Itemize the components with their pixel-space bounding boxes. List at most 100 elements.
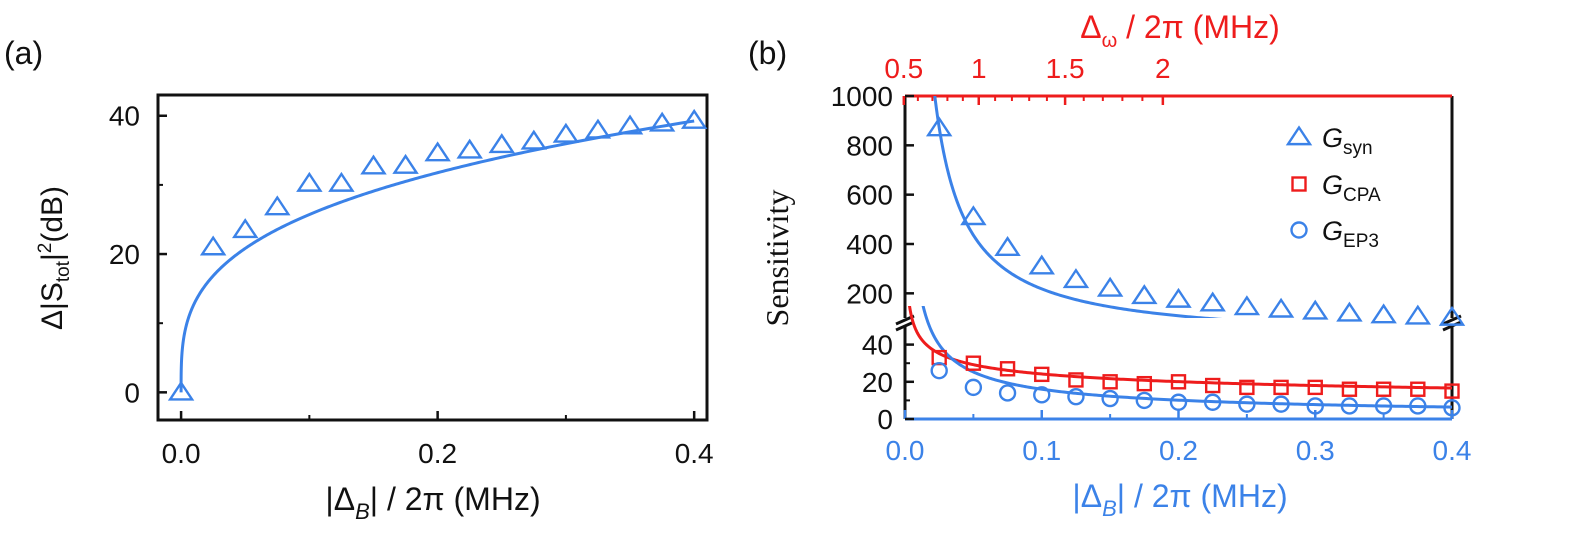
panel-b-xlabel: |ΔB| / 2π (MHz) [1072, 478, 1287, 521]
data-point [584, 118, 612, 139]
top-tick-label: 0.5 [884, 53, 923, 84]
data-point [231, 218, 259, 239]
data-point-syn [1233, 295, 1261, 316]
data-point-cpa [999, 361, 1016, 377]
top-tick-label: 1.5 [1046, 53, 1085, 84]
data-point [328, 171, 355, 192]
legend-marker [1291, 176, 1307, 192]
data-point-ep3 [1067, 387, 1085, 406]
data-point-cpa [1444, 383, 1460, 399]
legend-label-main: G [1322, 123, 1343, 153]
y-tick-label: 40 [109, 101, 140, 132]
y-tick-label: 20 [109, 239, 140, 270]
data-point [456, 138, 483, 159]
data-point-ep3 [1169, 393, 1188, 411]
legend-marker [1290, 221, 1308, 239]
legend-marker [1285, 125, 1313, 146]
data-point-cpa [965, 355, 982, 371]
data-point [488, 133, 515, 154]
x-tick-label: 0.4 [675, 438, 714, 469]
data-point [648, 111, 676, 132]
data-point-syn [1267, 297, 1295, 318]
data-point-ep3 [998, 384, 1017, 402]
y-tick-label-upper: 200 [846, 278, 893, 309]
fit-curve-syn [933, 96, 1223, 318]
data-point-ep3 [1101, 389, 1119, 408]
axis-break-mark [1442, 320, 1462, 332]
y-tick-label: 0 [124, 377, 140, 408]
y-tick-label-upper: 600 [846, 180, 893, 211]
data-point-syn [1165, 287, 1192, 308]
data-point [296, 171, 323, 192]
data-point [520, 129, 548, 150]
data-point-cpa [1307, 379, 1323, 396]
data-point-syn [1096, 276, 1124, 297]
data-point-syn [1438, 305, 1466, 326]
data-point-ep3 [1033, 386, 1051, 404]
legend-label-main: G [1322, 170, 1343, 200]
data-point-cpa [1375, 381, 1392, 397]
panel-b-ylabel: Sensitivity [759, 190, 795, 327]
x-tick-label: 0.0 [886, 435, 925, 466]
data-point-cpa [1136, 375, 1153, 392]
y-tick-label-upper: 400 [846, 229, 893, 260]
data-point-ep3 [1340, 397, 1359, 415]
fit-curve [179, 119, 695, 393]
data-point-ep3 [1443, 399, 1461, 417]
plot-frame [156, 93, 709, 422]
panel-b-top-xlabel: Δω / 2π (MHz) [1080, 9, 1280, 52]
x-tick-label: 0.2 [1159, 435, 1198, 466]
y-tick-label-lower: 40 [862, 330, 893, 361]
data-point-syn [1302, 299, 1329, 320]
legend-label-main: G [1322, 216, 1343, 246]
data-point-cpa [1204, 377, 1221, 394]
top-tick-label: 1 [971, 53, 987, 84]
panel-a-xlabel: |ΔB| / 2π (MHz) [325, 481, 540, 524]
data-point-ep3 [1238, 395, 1256, 413]
panel-a-ylabel: Δ|Stot|2(dB) [35, 186, 74, 330]
fit-curve-ep3 [921, 306, 1452, 409]
data-point-syn [1199, 291, 1226, 312]
x-tick-label: 0.2 [418, 438, 457, 469]
data-point-ep3 [1272, 395, 1290, 413]
data-point [360, 154, 387, 175]
data-point-ep3 [1135, 391, 1154, 410]
legend-label-sub: syn [1343, 138, 1373, 159]
x-tick-label: 0.3 [1296, 435, 1335, 466]
fit-curve-cpa [908, 306, 1452, 390]
axis-break-mark [895, 320, 915, 332]
y-tick-label-upper: 1000 [831, 81, 893, 112]
data-point [264, 195, 291, 216]
data-point-cpa [1102, 374, 1118, 390]
data-point-cpa [1341, 381, 1358, 397]
data-point-ep3 [1306, 397, 1324, 415]
legend-label: Gsyn [1322, 123, 1373, 159]
x-tick-label: 0.1 [1022, 435, 1061, 466]
y-tick-label-lower: 0 [877, 404, 893, 435]
y-tick-label-upper: 800 [846, 130, 893, 161]
data-point-cpa [1239, 379, 1255, 396]
legend-label: GEP3 [1322, 216, 1379, 252]
data-point [392, 153, 419, 174]
data-point [680, 108, 708, 129]
data-point-ep3 [964, 378, 983, 397]
data-point-ep3 [1409, 397, 1427, 415]
data-point-cpa [1034, 366, 1050, 383]
data-point [616, 114, 644, 135]
y-tick-label-lower: 20 [862, 367, 893, 398]
data-point-syn [1131, 284, 1158, 305]
legend-label-sub: EP3 [1343, 231, 1379, 252]
legend-label: GCPA [1322, 170, 1381, 206]
data-point-cpa [1170, 374, 1187, 390]
data-point [424, 141, 451, 162]
data-point [167, 380, 195, 401]
data-point-syn [1062, 268, 1090, 289]
data-point-syn [1336, 301, 1363, 322]
data-point-cpa [1068, 372, 1084, 388]
legend-label-sub: CPA [1343, 185, 1381, 206]
data-point-syn [960, 205, 987, 226]
top-tick-label: 2 [1155, 53, 1171, 84]
panel-b: (b) Sensitivity |ΔB| / 2π (MHz) Δω / 2π … [748, 9, 1471, 521]
panel-a: (a) Δ|Stot|2(dB) |ΔB| / 2π (MHz) 0.0 0.2 0… [4, 35, 714, 524]
data-point-cpa [1273, 379, 1289, 396]
